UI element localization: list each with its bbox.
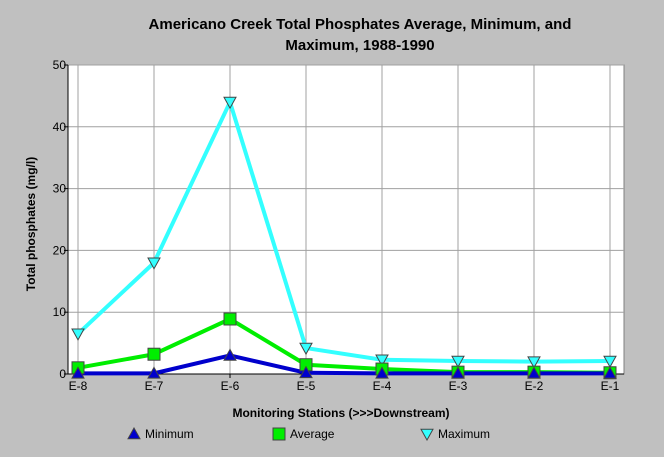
data-point-average bbox=[223, 312, 237, 326]
legend-label-maximum: Maximum bbox=[438, 427, 491, 441]
plot-background bbox=[67, 64, 625, 375]
chart-title-line-1: Americano Creek Total Phosphates Average… bbox=[148, 16, 572, 33]
legend-marker-maximum bbox=[420, 428, 434, 441]
data-point-maximum bbox=[603, 355, 617, 369]
y-tick-label: 50 bbox=[53, 58, 67, 72]
chart-title-line-2: Maximum, 1988-1990 bbox=[285, 37, 435, 54]
legend-item-average: Average bbox=[272, 426, 334, 442]
legend-marker-average bbox=[272, 427, 286, 441]
y-tick-label: 40 bbox=[53, 120, 67, 134]
legend-label-average: Average bbox=[290, 427, 335, 441]
data-point-minimum bbox=[299, 365, 313, 379]
data-point-maximum bbox=[451, 355, 465, 369]
data-point-minimum bbox=[223, 348, 237, 361]
x-tick-label: E-1 bbox=[601, 379, 620, 393]
data-point-maximum bbox=[147, 257, 161, 270]
x-tick-label: E-7 bbox=[145, 379, 164, 393]
data-point-maximum bbox=[223, 96, 237, 110]
legend-marker-minimum bbox=[127, 427, 141, 440]
legend-symbol-average bbox=[272, 427, 286, 441]
data-point-minimum bbox=[147, 366, 161, 379]
data-point-maximum bbox=[299, 342, 313, 356]
data-point-minimum bbox=[603, 366, 617, 379]
series-line-maximum bbox=[76, 100, 611, 364]
legend-item-maximum: Maximum bbox=[420, 426, 490, 442]
y-tick-label: 0 bbox=[59, 367, 66, 381]
x-tick-label: E-4 bbox=[373, 379, 392, 393]
data-point-minimum bbox=[451, 366, 465, 379]
y-tick-label: 10 bbox=[53, 305, 67, 319]
y-tick-label: 30 bbox=[53, 182, 67, 196]
x-axis-label: Monitoring Stations (>>>Downstream) bbox=[232, 406, 450, 420]
x-tick-label: E-5 bbox=[297, 379, 316, 393]
data-point-maximum bbox=[375, 354, 389, 367]
y-tick-label: 20 bbox=[53, 243, 67, 257]
legend-symbol-maximum bbox=[420, 428, 434, 441]
x-tick-label: E-3 bbox=[449, 379, 468, 393]
x-tick-label: E-2 bbox=[525, 379, 544, 393]
data-point-minimum bbox=[375, 366, 389, 379]
data-point-minimum bbox=[71, 366, 85, 379]
data-point-minimum bbox=[527, 366, 541, 379]
legend-symbol-minimum bbox=[127, 427, 141, 440]
data-point-maximum bbox=[71, 328, 85, 341]
x-tick-label: E-8 bbox=[69, 379, 88, 393]
legend-item-minimum: Minimum bbox=[127, 426, 194, 442]
data-point-maximum bbox=[527, 356, 541, 369]
y-axis-label: Total phosphates (mg/l) bbox=[24, 156, 38, 292]
legend-label-minimum: Minimum bbox=[145, 427, 194, 441]
x-tick-label: E-6 bbox=[221, 379, 240, 393]
series-line-minimum bbox=[78, 353, 610, 376]
data-point-average bbox=[147, 347, 161, 361]
